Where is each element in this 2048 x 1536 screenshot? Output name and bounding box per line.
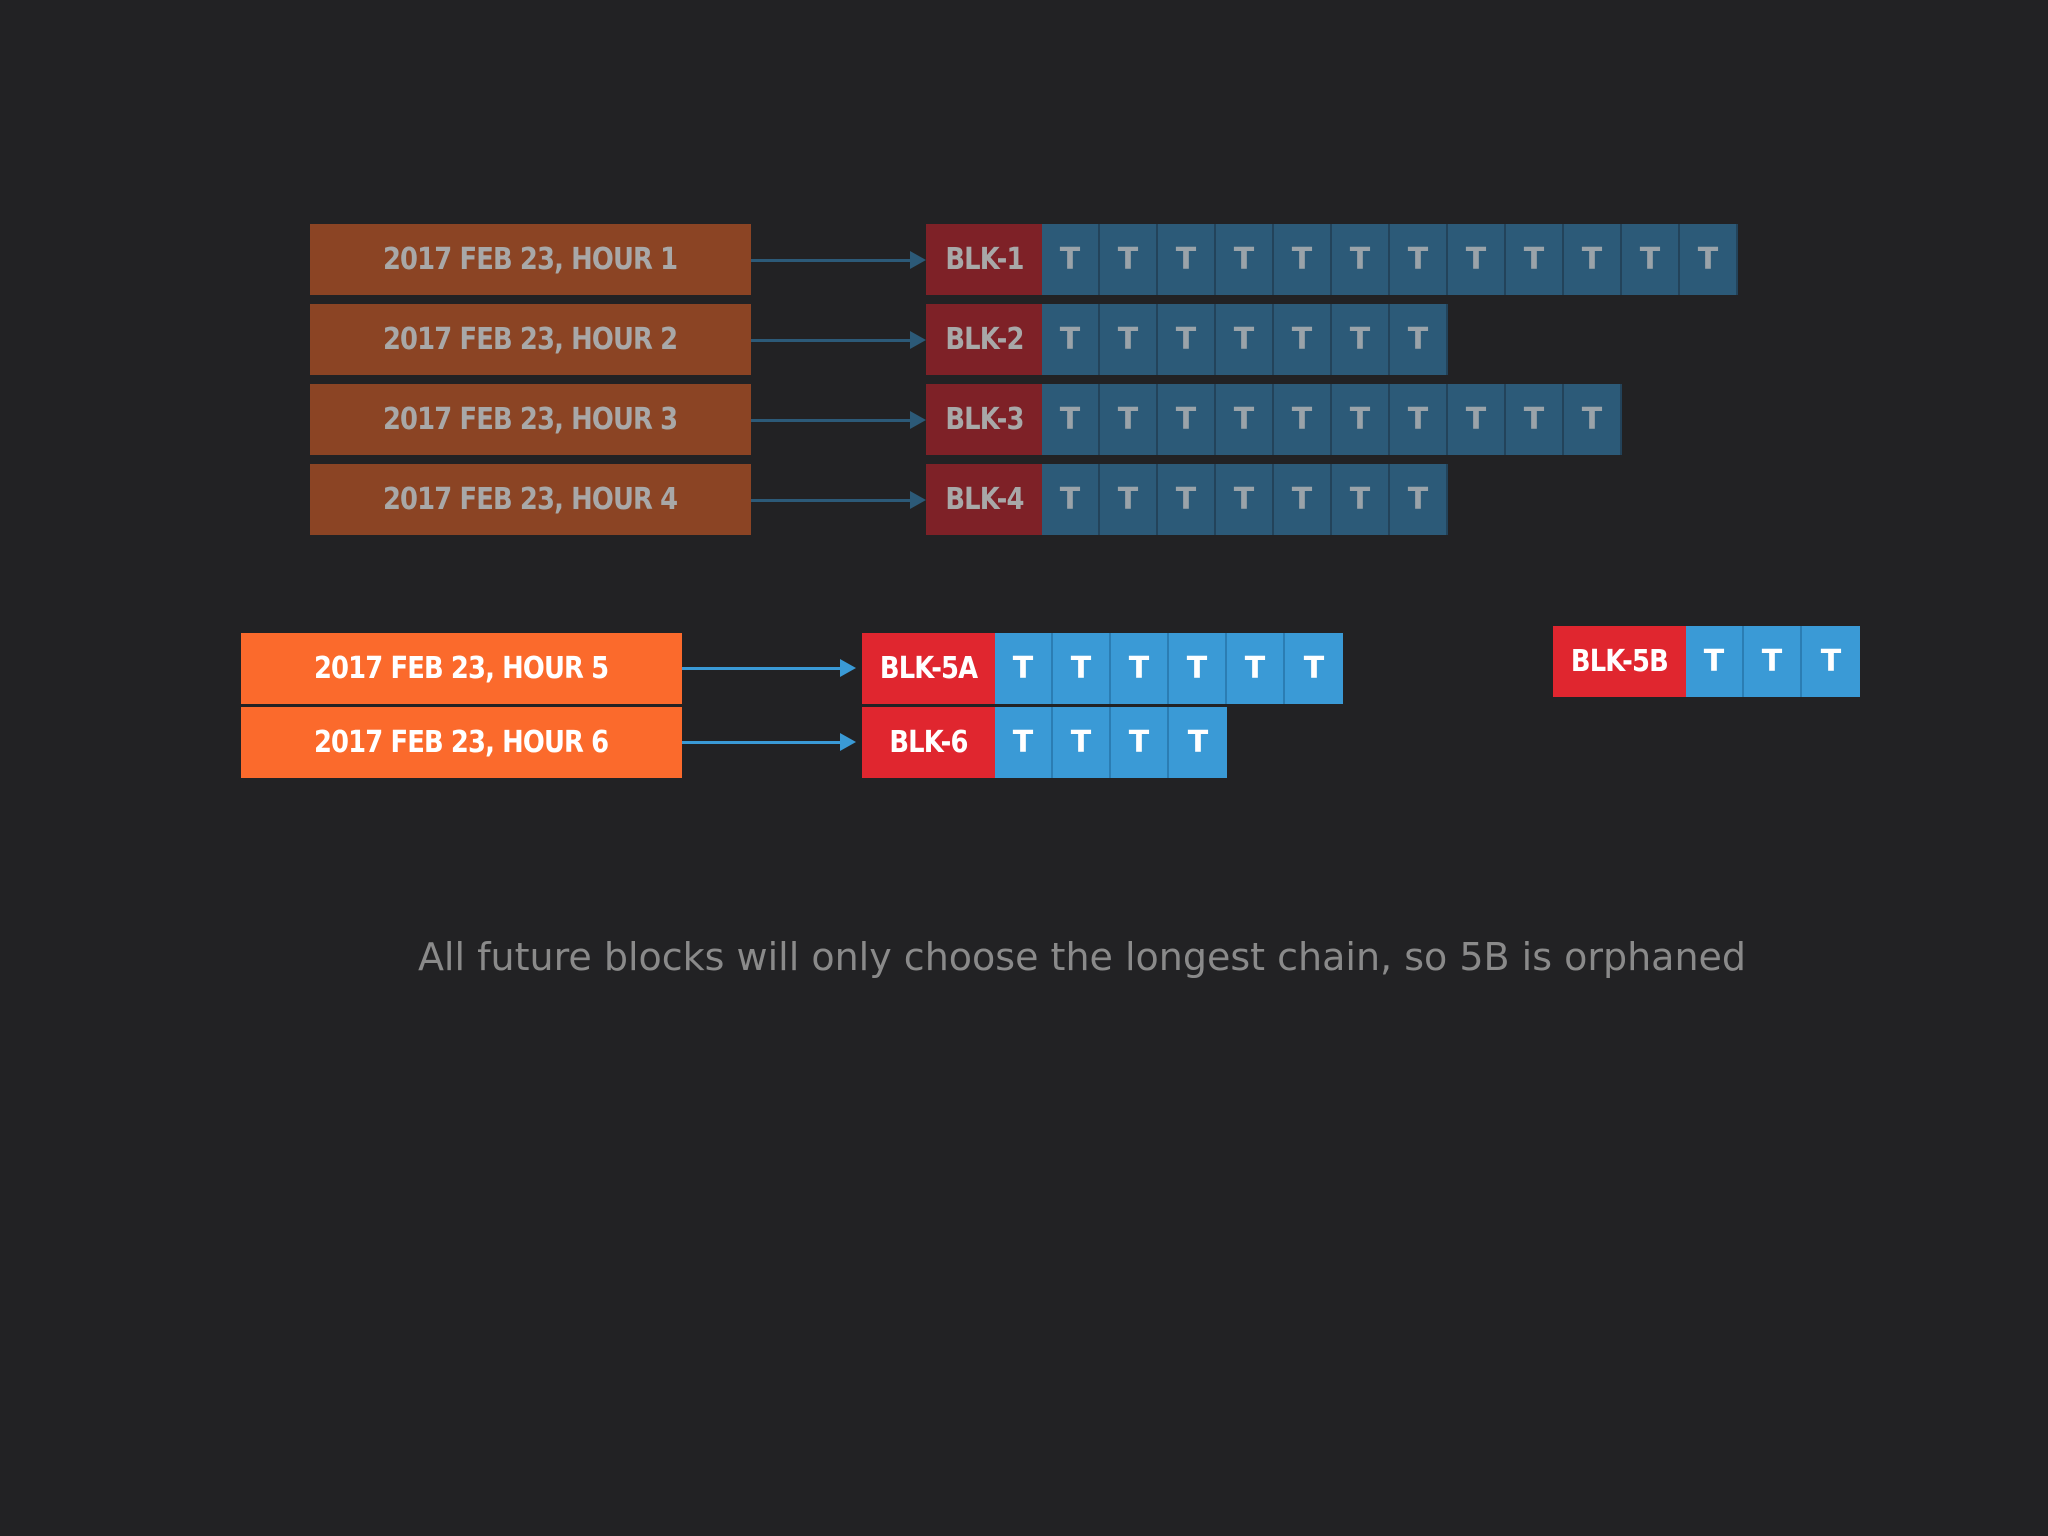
tx-cell: T	[1390, 224, 1448, 295]
tx-cell: T	[1686, 626, 1744, 697]
chain-row-2: BLK-2 T T T T T T T	[926, 304, 1448, 375]
tx-cell: T	[1042, 224, 1100, 295]
block-blk-1: BLK-1	[926, 224, 1042, 295]
tx-cell: T	[1100, 384, 1158, 455]
tx-cell: T	[1216, 304, 1274, 375]
tx-cell: T	[1274, 224, 1332, 295]
tx-cell: T	[1053, 633, 1111, 704]
tx-cell: T	[1390, 464, 1448, 535]
chain-row-5: BLK-5A T T T T T T	[862, 633, 1343, 704]
block-blk-3: BLK-3	[926, 384, 1042, 455]
tx-cell: T	[1169, 707, 1227, 778]
tx-cell: T	[1506, 224, 1564, 295]
caption: All future blocks will only choose the l…	[417, 935, 1747, 979]
tx-cell: T	[1158, 464, 1216, 535]
tx-cell: T	[1622, 224, 1680, 295]
tx-cell: T	[1390, 384, 1448, 455]
tx-cell: T	[1169, 633, 1227, 704]
tx-cell: T	[1042, 464, 1100, 535]
tx-cell: T	[1042, 304, 1100, 375]
tx-cell: T	[995, 633, 1053, 704]
tx-cell: T	[1158, 224, 1216, 295]
block-blk-5b: BLK-5B	[1553, 626, 1686, 697]
orphan-chain-blk-5b: BLK-5B T T T	[1553, 626, 1860, 697]
tx-cell: T	[1158, 304, 1216, 375]
tx-cell: T	[1564, 224, 1622, 295]
tx-cell: T	[1285, 633, 1343, 704]
tx-cell: T	[1448, 384, 1506, 455]
tx-cell: T	[1227, 633, 1285, 704]
tx-cell: T	[1802, 626, 1860, 697]
chain-row-3: BLK-3 T T T T T T T T T T	[926, 384, 1622, 455]
tx-cell: T	[1564, 384, 1622, 455]
tx-cell: T	[1100, 304, 1158, 375]
tx-cell: T	[1216, 464, 1274, 535]
tx-cell: T	[1332, 224, 1390, 295]
tx-cell: T	[1274, 304, 1332, 375]
tx-cell: T	[1274, 464, 1332, 535]
tx-cell: T	[1332, 384, 1390, 455]
tx-cell: T	[1111, 633, 1169, 704]
tx-cell: T	[1216, 224, 1274, 295]
time-label-hour-3: 2017 FEB 23, HOUR 3	[310, 384, 751, 455]
tx-cell: T	[1216, 384, 1274, 455]
tx-cell: T	[1506, 384, 1564, 455]
block-blk-4: BLK-4	[926, 464, 1042, 535]
tx-cell: T	[1053, 707, 1111, 778]
tx-cell: T	[1042, 384, 1100, 455]
tx-cell: T	[1274, 384, 1332, 455]
tx-cell: T	[1744, 626, 1802, 697]
tx-cell: T	[995, 707, 1053, 778]
time-label-hour-5: 2017 FEB 23, HOUR 5	[241, 633, 682, 704]
block-blk-5a: BLK-5A	[862, 633, 995, 704]
tx-cell: T	[1448, 224, 1506, 295]
tx-cell: T	[1680, 224, 1738, 295]
tx-cell: T	[1390, 304, 1448, 375]
time-label-hour-6: 2017 FEB 23, HOUR 6	[241, 707, 682, 778]
tx-cell: T	[1100, 464, 1158, 535]
chain-row-4: BLK-4 T T T T T T T	[926, 464, 1448, 535]
tx-cell: T	[1111, 707, 1169, 778]
time-label-hour-4: 2017 FEB 23, HOUR 4	[310, 464, 751, 535]
time-label-hour-2: 2017 FEB 23, HOUR 2	[310, 304, 751, 375]
chain-row-1: BLK-1 T T T T T T T T T T T T	[926, 224, 1738, 295]
tx-cell: T	[1332, 304, 1390, 375]
tx-cell: T	[1158, 384, 1216, 455]
time-label-hour-1: 2017 FEB 23, HOUR 1	[310, 224, 751, 295]
block-blk-2: BLK-2	[926, 304, 1042, 375]
block-blk-6: BLK-6	[862, 707, 995, 778]
tx-cell: T	[1332, 464, 1390, 535]
tx-cell: T	[1100, 224, 1158, 295]
chain-row-6: BLK-6 T T T T	[862, 707, 1227, 778]
